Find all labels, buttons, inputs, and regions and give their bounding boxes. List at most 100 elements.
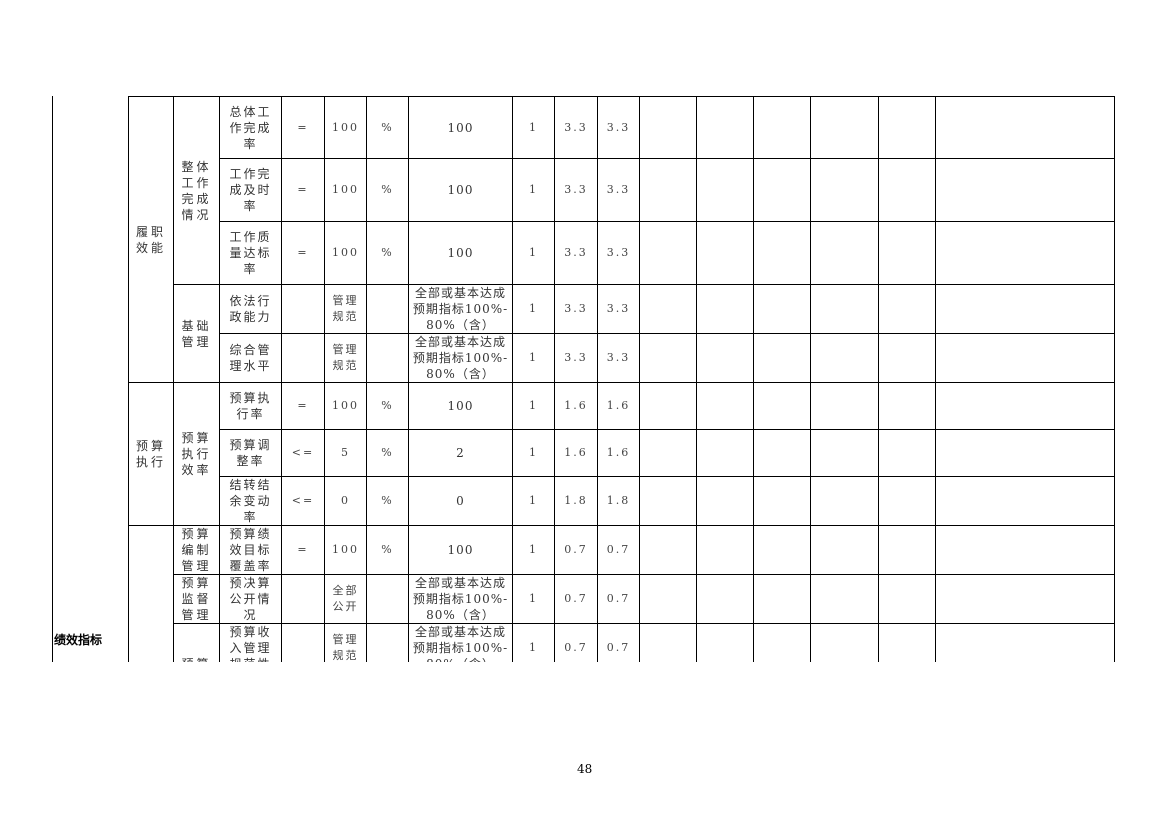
empty-cell — [753, 158, 811, 222]
target-value-cell: 全部公开 — [324, 574, 367, 624]
operator-cell: <= — [281, 476, 325, 526]
empty-cell — [878, 382, 936, 430]
empty-cell — [639, 525, 697, 575]
empty-cell — [639, 382, 697, 430]
actual-value-cell: 2 — [408, 429, 513, 477]
empty-cell — [639, 476, 697, 526]
weight-cell: 1 — [512, 429, 555, 477]
empty-cell — [696, 429, 754, 477]
unit-cell — [366, 333, 409, 383]
table-row: 基础管理 依法行政能力 管理规范 全部或基本达成预期指标100%-80%（含） 1 3.3… — [129, 284, 1115, 383]
empty-cell — [639, 574, 697, 624]
empty-cell — [878, 476, 936, 526]
empty-cell — [753, 96, 811, 159]
weight-cell: 1 — [512, 96, 555, 159]
unit-cell: % — [366, 382, 409, 430]
score-cell: 0.7 — [554, 525, 598, 575]
empty-cell — [878, 96, 936, 159]
empty-cell — [810, 476, 879, 526]
target-value-cell: 5 — [324, 429, 367, 477]
score-cell: 0.7 — [554, 574, 598, 624]
target-value-cell: 100 — [324, 158, 367, 222]
actual-value-cell: 全部或基本达成预期指标100%-80%（含） — [408, 284, 513, 334]
empty-cell — [810, 333, 879, 383]
level2-indicator-cell: 预算执行效率 — [173, 382, 220, 526]
indicator-name-cell: 工作完成及时率 — [219, 158, 282, 222]
empty-cell — [639, 221, 697, 285]
operator-cell — [281, 333, 325, 383]
level2-indicator-cell: 整体工作完成情况 — [173, 96, 220, 285]
operator-cell: = — [281, 96, 325, 159]
target-value-cell: 管理规范 — [324, 284, 367, 334]
empty-cell — [935, 574, 1115, 624]
actual-value-cell: 100 — [408, 525, 513, 575]
indicator-name-cell: 预算执行率 — [219, 382, 282, 430]
empty-cell — [935, 476, 1115, 526]
table-row: 预算编制管理 预算绩效目标覆盖率 = 100% 100 1 0.7 0.7 — [128, 525, 1115, 662]
table-row: 结转结余变动率 <= 0% 0 1 1.8 1.8 — [129, 476, 1115, 526]
empty-cell — [935, 525, 1115, 575]
table-row: 预算监督管理 预决算公开情况 全部公开 全部或基本达成预期指标100%-80%（含） 1… — [129, 574, 1115, 624]
actual-value-cell: 100 — [408, 221, 513, 285]
operator-cell — [281, 284, 325, 334]
table-row: 预算收支预算收入管理规范性 管理规范 全部或基本达成预期指标100%-80%（含）1… — [129, 623, 1115, 662]
empty-cell — [639, 623, 697, 662]
indicator-name-cell: 依法行政能力 — [219, 284, 282, 334]
level1-indicator-cell: 预算执行 — [128, 382, 174, 526]
empty-cell — [696, 158, 754, 222]
unit-cell — [366, 574, 409, 624]
empty-cell — [753, 574, 811, 624]
target-value-cell: 管理规范 — [324, 623, 367, 662]
empty-cell — [878, 333, 936, 383]
empty-cell — [753, 284, 811, 334]
score-cell: 1.6 — [597, 429, 640, 477]
unit-cell: % — [366, 525, 409, 575]
page-number: 48 — [577, 762, 593, 776]
empty-cell — [696, 476, 754, 526]
operator-cell: = — [281, 382, 325, 430]
unit-cell: % — [366, 476, 409, 526]
score-cell: 0.7 — [554, 623, 598, 662]
score-cell: 0.7 — [597, 623, 640, 662]
weight-cell: 1 — [512, 525, 555, 575]
empty-cell — [753, 623, 811, 662]
weight-cell: 1 — [512, 284, 555, 334]
actual-value-cell: 全部或基本达成预期指标100%-80%（含） — [408, 623, 513, 662]
unit-cell: % — [366, 96, 409, 159]
empty-cell — [696, 221, 754, 285]
empty-cell — [639, 333, 697, 383]
level1-indicator-cell: 履职效能 — [128, 96, 174, 383]
table-row: 工作质量达标率 = 100% 100 1 3.3 3.3 — [129, 221, 1115, 285]
score-cell: 1.6 — [597, 382, 640, 430]
actual-value-cell: 全部或基本达成预期指标100%-80%（含） — [408, 333, 513, 383]
indicator-name-cell: 总体工作完成率 — [219, 96, 282, 159]
score-cell: 3.3 — [597, 333, 640, 383]
performance-indicator-table: 履职效能 整体工作完成情况 总体工作完成率 = 100% 100 1 3.3 3.3 工作完成及时… — [128, 96, 1116, 662]
indicator-name-cell: 预算绩效目标覆盖率 — [219, 525, 282, 575]
empty-cell — [753, 429, 811, 477]
level2-indicator-cell: 预算监督管理 — [173, 574, 220, 624]
empty-cell — [810, 623, 879, 662]
score-cell: 3.3 — [554, 333, 598, 383]
operator-cell — [281, 623, 325, 662]
empty-cell — [753, 333, 811, 383]
score-cell: 1.6 — [554, 382, 598, 430]
actual-value-cell: 100 — [408, 158, 513, 222]
weight-cell: 1 — [512, 476, 555, 526]
indicator-name-cell: 综合管理水平 — [219, 333, 282, 383]
empty-cell — [878, 623, 936, 662]
empty-cell — [935, 382, 1115, 430]
weight-cell: 1 — [512, 158, 555, 222]
score-cell: 1.8 — [554, 476, 598, 526]
level1-indicator-cell — [128, 525, 174, 662]
empty-cell — [696, 284, 754, 334]
empty-cell — [935, 221, 1115, 285]
weight-cell: 1 — [512, 382, 555, 430]
empty-cell — [639, 158, 697, 222]
table-row: 预算执行 预算执行效率 预算执行率 = 100% 100 1 1.6 1.6 — [128, 382, 1115, 526]
empty-cell — [696, 623, 754, 662]
empty-cell — [696, 525, 754, 575]
target-value-cell: 100 — [324, 525, 367, 575]
target-value-cell: 100 — [324, 382, 367, 430]
actual-value-cell: 0 — [408, 476, 513, 526]
